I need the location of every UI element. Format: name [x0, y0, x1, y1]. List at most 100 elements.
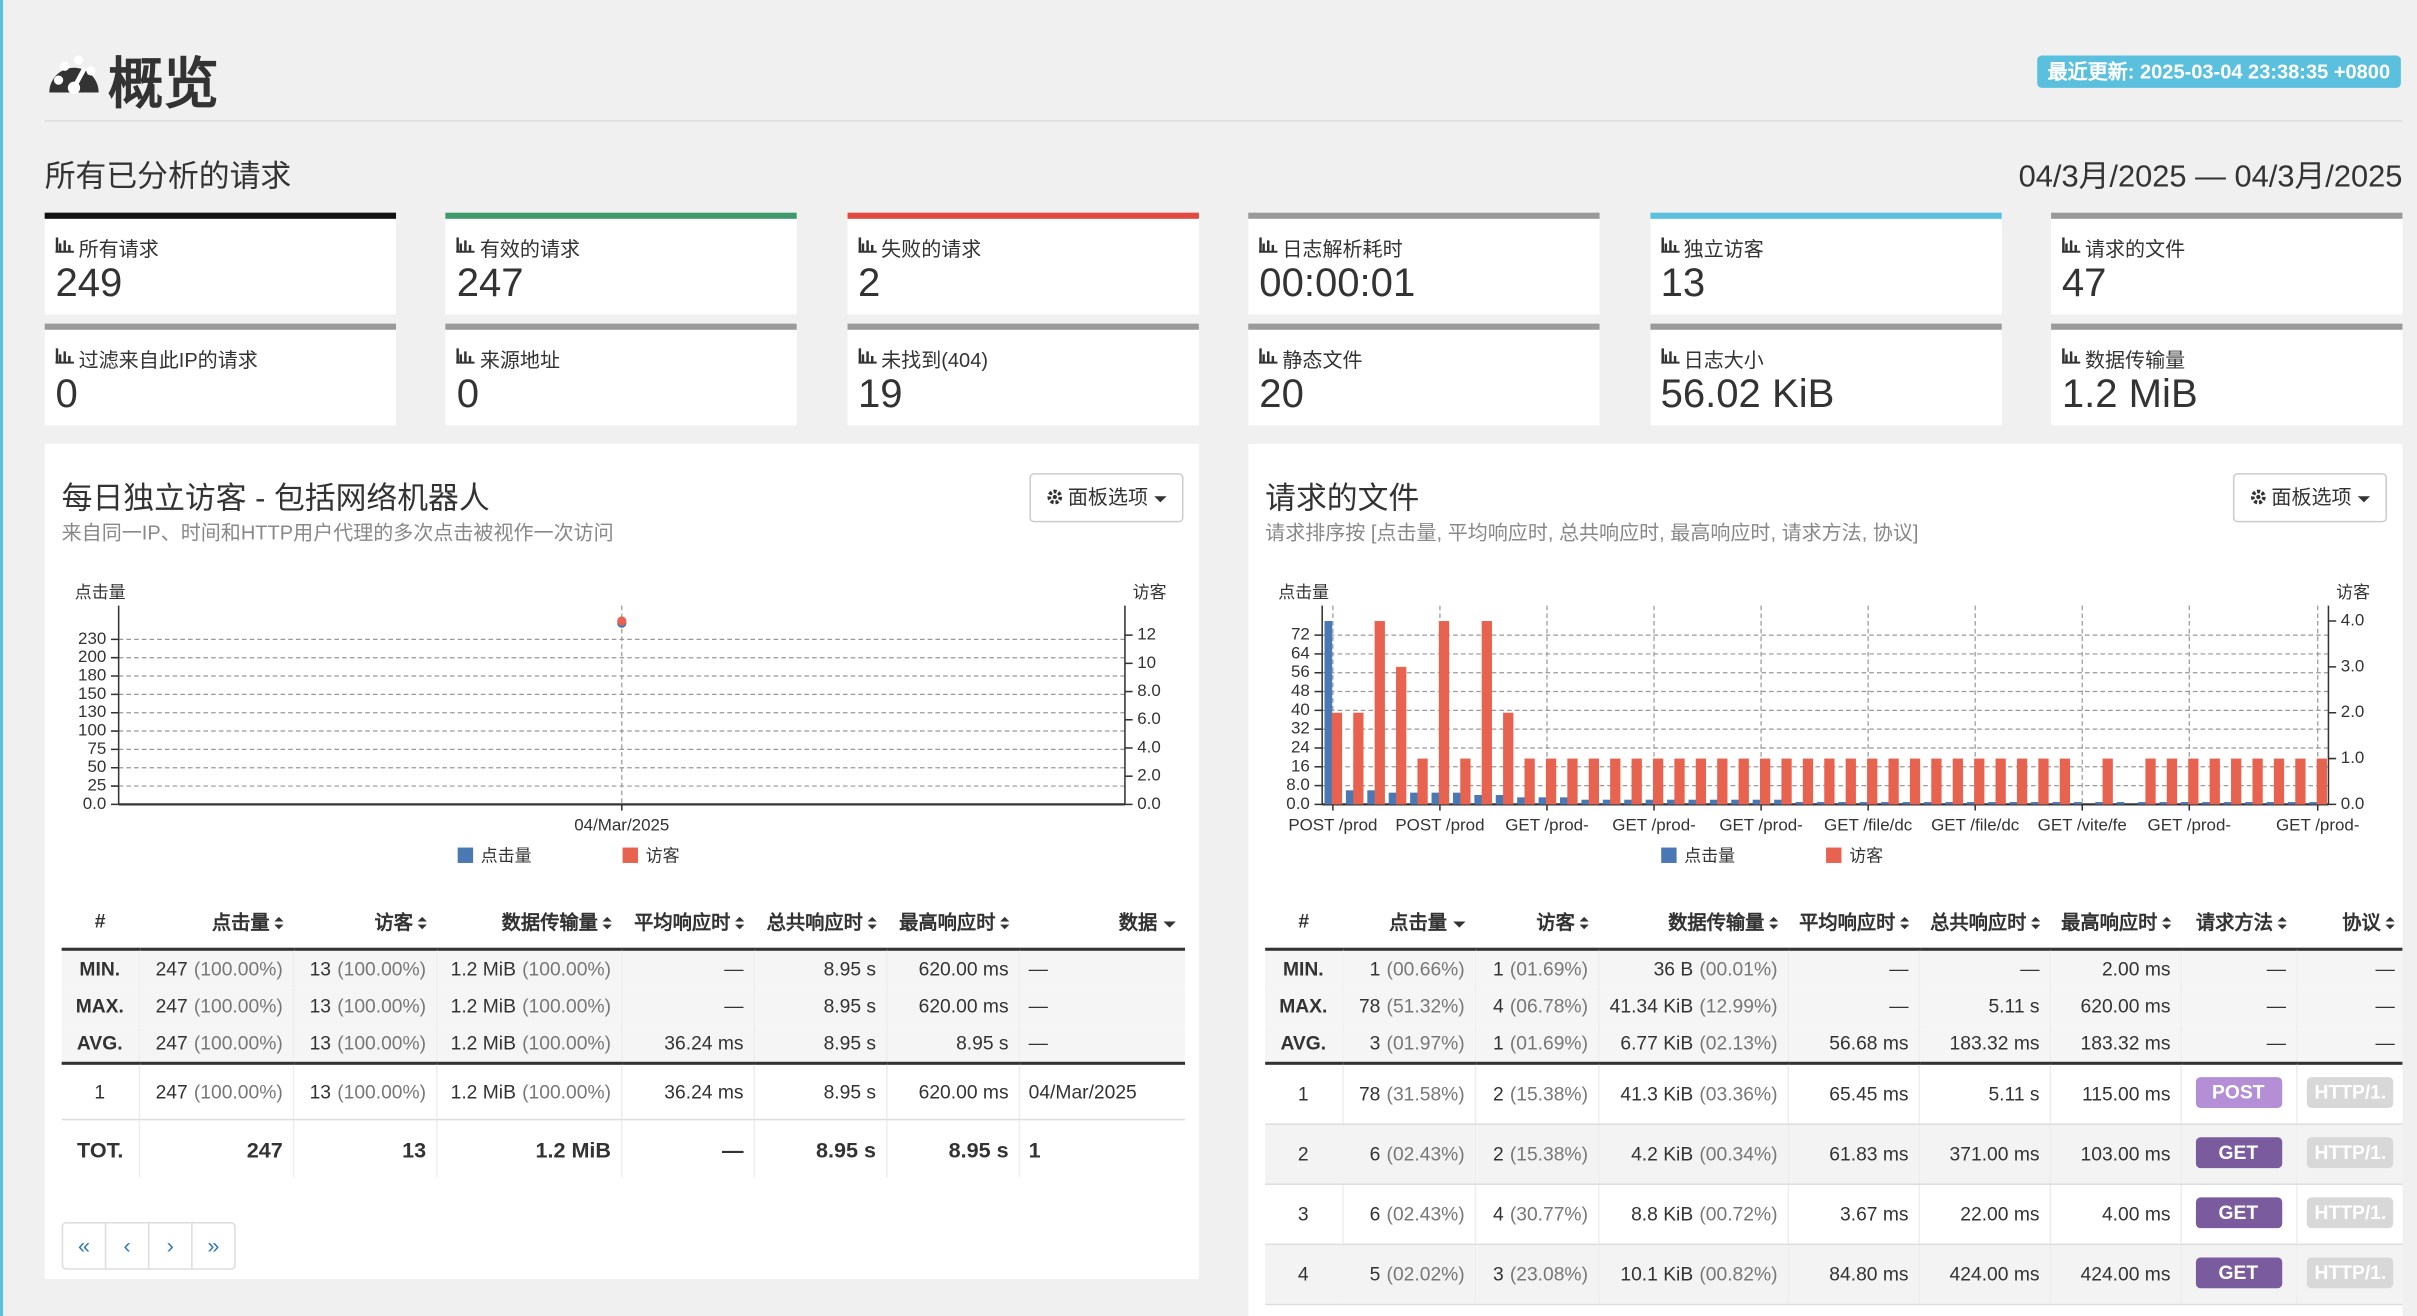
bar [2009, 802, 2018, 805]
x-tick-label: GET /file/dc [1824, 815, 1913, 834]
bar [1952, 758, 1963, 805]
cell-value: 1.2 MiB [450, 1032, 516, 1055]
column-header[interactable]: 数据传输量 [436, 893, 622, 951]
bar [1388, 792, 1397, 805]
bar [2188, 758, 2199, 805]
table-cell: 620.00 ms [885, 949, 1019, 988]
data-row: 4 5 (02.02%) 3 (23.08%) 10.1 KiB (00.82%) 84.80… [1265, 1244, 2403, 1306]
bar [1645, 799, 1654, 805]
bar [2031, 802, 2039, 805]
column-header[interactable]: 访客 [292, 893, 437, 951]
cell-value: 247 [155, 1032, 188, 1055]
card-value: 247 [456, 258, 524, 306]
table-cell: 13 [292, 1119, 437, 1178]
bar [2223, 802, 2232, 805]
column-header[interactable]: 协议 [2296, 893, 2403, 951]
table-head: # 点击量 访客 数据传输量 平均响应时 总共响应时 最高响应时 数据 [61, 893, 1186, 951]
page-button[interactable]: » [191, 1223, 234, 1269]
card-value: 13 [1660, 258, 1706, 306]
table-cell: 620.00 ms [885, 987, 1019, 1025]
column-header[interactable]: 数据 [1018, 893, 1186, 951]
cell-value: 10.1 KiB [1620, 1263, 1694, 1286]
cell-percent: (03.36%) [1699, 1083, 1778, 1105]
left-edge [0, 0, 4, 1316]
summary-row: AVG. 3 (01.97%) 1 (01.69%) 6.77 KiB (02.13%) 56… [1265, 1024, 2403, 1065]
table-cell: — [2295, 949, 2403, 988]
card-value: 47 [2061, 258, 2107, 306]
table-cell: 78 (51.32%) [1341, 987, 1475, 1025]
table-cell: — [1017, 987, 1186, 1025]
cell-value: 13 [309, 995, 332, 1018]
panel-options-button[interactable]: 面板选项 [2232, 473, 2388, 523]
cell-percent: (02.02%) [1386, 1263, 1465, 1286]
sort-icon [1769, 917, 1779, 931]
y-tick-label: 230 [78, 629, 106, 648]
bar [1652, 758, 1664, 805]
y-tick-label: 50 [87, 757, 106, 776]
card-icon [456, 348, 476, 364]
table-cell: 1.2 MiB (100.00%) [435, 1063, 622, 1121]
column-header[interactable]: 点击量 [138, 893, 293, 951]
panel-options-button[interactable]: 面板选项 [1029, 473, 1184, 523]
table-cell: — [1017, 1024, 1186, 1065]
legend-label: 访客 [646, 846, 680, 865]
header-text: 协议 [2342, 912, 2381, 934]
table-cell: 8.95 s [752, 987, 887, 1025]
table-cell: — [2295, 987, 2403, 1025]
page-button[interactable]: › [147, 1223, 191, 1269]
table-cell: 247 (100.00%) [137, 1024, 293, 1065]
data-row: 2 6 (02.43%) 2 (15.38%) 4.2 KiB (00.34%) 61.83 … [1265, 1124, 2403, 1186]
point [617, 616, 627, 626]
bar [1717, 758, 1728, 805]
cell-percent: (100.00%) [193, 958, 283, 981]
column-header[interactable]: 总共响应时 [753, 893, 887, 951]
data-row: 1 78 (31.58%) 2 (15.38%) 41.3 KiB (03.36%) 65.4… [1265, 1063, 2403, 1125]
bar [1524, 758, 1535, 805]
column-header[interactable]: 总共响应时 [1918, 893, 2050, 951]
page-button[interactable]: « [77, 1232, 90, 1258]
column-header[interactable]: 平均响应时 [621, 893, 754, 951]
table-cell: 1 (01.69%) [1473, 1024, 1599, 1065]
page-title: 概览 [107, 52, 219, 116]
x-tick-label: 04/Mar/2025 [574, 815, 669, 834]
column-header[interactable]: 最高响应时 [886, 893, 1019, 951]
cell-value: 1.2 MiB [450, 958, 516, 981]
column-header[interactable]: 平均响应时 [1787, 893, 1919, 951]
x-tick-label: GET /prod- [1505, 815, 1588, 834]
column-header[interactable]: 访客 [1474, 893, 1599, 951]
cell-percent: (15.38%) [1509, 1083, 1589, 1105]
stat-card: 所有请求 249 [44, 212, 397, 315]
bar [2073, 802, 2082, 805]
y-tick-label: 24 [1291, 737, 1310, 756]
card-value: 2 [858, 258, 881, 306]
header-text: 点击量 [1389, 912, 1447, 934]
cell-value: 3 [1492, 1263, 1504, 1286]
bar [1567, 758, 1578, 805]
cell-percent: (100.00%) [337, 1081, 427, 1103]
card-icon [2061, 237, 2081, 253]
table-cell: 1.2 MiB [435, 1119, 622, 1178]
y-tick-label: 32 [1291, 719, 1310, 738]
y-tick-label: 64 [1291, 643, 1310, 662]
table-body: MIN. 1 (00.66%) 1 (01.69%) 36 B (00.01%) — —2.00… [1265, 949, 2403, 1306]
column-header[interactable]: 点击量 [1342, 893, 1475, 951]
page-button[interactable]: ‹ [104, 1223, 148, 1269]
column-header[interactable]: 数据传输量 [1598, 893, 1788, 951]
column-header[interactable]: 请求方法 [2180, 893, 2297, 951]
y-tick-label: 0.0 [83, 794, 107, 813]
column-header[interactable]: 最高响应时 [2049, 893, 2181, 951]
card-icon [1660, 348, 1680, 364]
table-cell: 5.11 s [1917, 987, 2050, 1025]
bar [1945, 802, 1954, 805]
table-cell: 424.00 ms [2048, 1244, 2181, 1306]
cell-percent: (100.00%) [522, 1081, 612, 1103]
table-cell: HTTP/1. [2295, 1063, 2403, 1125]
bar [2295, 758, 2306, 805]
table-cell: 424.00 ms [1917, 1244, 2050, 1306]
legend-label: 点击量 [1684, 846, 1735, 865]
card-icon [2061, 348, 2081, 364]
cell-value: 13 [309, 1032, 332, 1055]
